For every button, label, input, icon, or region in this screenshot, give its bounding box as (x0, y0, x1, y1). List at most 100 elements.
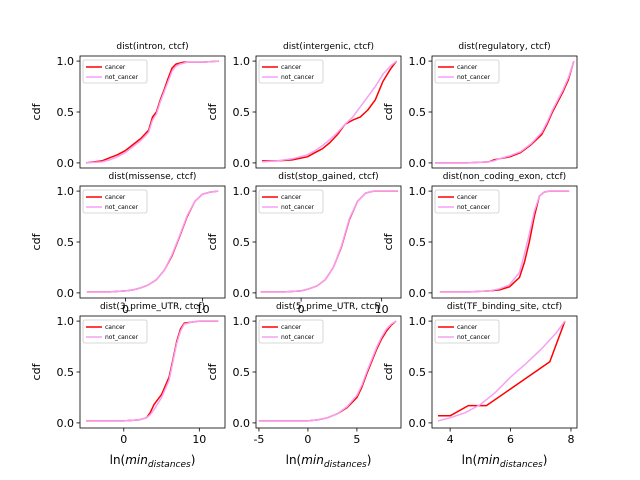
subplot-tf-binding-site: 0.0 0.5 1.0 4 6 8 dist(TF_binding_site, ctcf) c… (382, 302, 578, 470)
y-axis-label: cdf (382, 232, 395, 250)
legend-label-cancer: cancer (105, 64, 126, 71)
x-tick-label: 10 (375, 303, 389, 316)
x-tick-label: 6 (507, 433, 514, 446)
series-line-regulatory-not-cancer (435, 60, 575, 164)
y-tick-label: 0.0 (233, 417, 251, 430)
y-tick-label: 0.5 (409, 366, 427, 379)
subplot-title: dist(missense, ctcf) (109, 172, 197, 182)
legend: cancer not_cancer (82, 59, 148, 84)
y-axis-label: cdf (30, 232, 43, 250)
legend-label-not-cancer: not_cancer (105, 334, 139, 341)
subplot-non-coding-exon: 0.0 0.5 1.0 dist(non_coding_exon, ctcf) cdf c… (382, 172, 578, 300)
subplot-title: dist(TF_binding_site, ctcf) (447, 302, 562, 312)
y-tick-label: 0.5 (409, 236, 427, 249)
subplot-stop-gained: 0.0 0.5 1.0 0 10 dist(stop_gained, ctcf) cdf ca… (206, 172, 402, 316)
subplot-title: dist(intron, ctcf) (116, 42, 188, 52)
y-tick-label: 0.0 (57, 417, 75, 430)
y-tick-label: 1.0 (233, 185, 251, 198)
y-tick-label: 0.5 (233, 366, 251, 379)
legend-label-not-cancer: not_cancer (457, 334, 491, 341)
y-tick-label: 0.5 (57, 106, 75, 119)
y-tick-label: 1.0 (233, 315, 251, 328)
y-tick-label: 0.0 (57, 287, 75, 300)
y-tick-label: 1.0 (57, 55, 75, 68)
y-tick-label: 0.0 (57, 157, 75, 170)
x-axis-label: ln(mindistances) (462, 453, 548, 470)
legend-label-not-cancer: not_cancer (281, 204, 315, 211)
x-tick-label: 0 (122, 303, 129, 316)
y-tick-label: 0.0 (409, 287, 427, 300)
y-tick-label: 0.5 (233, 106, 251, 119)
legend-label-cancer: cancer (281, 194, 302, 201)
subplot-regulatory: 0.0 0.5 1.0 dist(regulatory, ctcf) cdf cancer… (382, 42, 578, 170)
y-tick-label: 0.5 (233, 236, 251, 249)
y-tick-label: 1.0 (233, 55, 251, 68)
legend-label-cancer: cancer (457, 64, 478, 71)
series-line-intron-not-cancer (86, 60, 219, 164)
y-tick-label: 1.0 (409, 315, 427, 328)
legend-label-cancer: cancer (457, 194, 478, 201)
x-axis-label: ln(mindistances) (110, 453, 196, 470)
y-tick-label: 1.0 (57, 185, 75, 198)
legend: cancer not_cancer (258, 319, 324, 344)
subplot-title: dist(3_prime_UTR, ctcf) (100, 302, 205, 312)
series-line-stop-gained-not-cancer (260, 190, 398, 293)
series-line-non-coding-exon-not-cancer (439, 190, 570, 293)
x-axis-label: ln(mindistances) (286, 453, 372, 470)
legend-label-not-cancer: not_cancer (105, 74, 139, 81)
y-tick-label: 0.0 (409, 417, 427, 430)
legend-label-not-cancer: not_cancer (457, 204, 491, 211)
subplot-intron: 0.0 0.5 1.0 dist(intron, ctcf) cdf cancer not_… (30, 42, 226, 170)
legend-label-cancer: cancer (105, 324, 126, 331)
y-tick-label: 0.0 (233, 287, 251, 300)
series-line-3-prime-utr-not-cancer (86, 320, 219, 422)
x-tick-label: 0 (120, 433, 127, 446)
y-axis-label: cdf (382, 102, 395, 120)
x-tick-label: 4 (447, 433, 454, 446)
y-tick-label: 0.5 (57, 366, 75, 379)
y-axis-label: cdf (30, 362, 43, 380)
y-tick-label: 1.0 (409, 185, 427, 198)
y-axis-label: cdf (30, 102, 43, 120)
legend: cancer not_cancer (82, 189, 148, 214)
y-axis-label: cdf (382, 362, 395, 380)
subplot-title: dist(regulatory, ctcf) (458, 42, 550, 52)
subplot-title: dist(5_prime_UTR, ctcf) (276, 302, 381, 312)
subplot-missense: 0.0 0.5 1.0 0 10 dist(missense, ctcf) cdf cance… (30, 172, 226, 316)
subplot-title: dist(stop_gained, ctcf) (278, 172, 378, 182)
y-tick-label: 0.5 (409, 106, 427, 119)
x-tick-label: 0 (298, 303, 305, 316)
y-tick-label: 0.0 (409, 157, 427, 170)
series-line-intergenic-not-cancer (261, 60, 397, 163)
legend-label-cancer: cancer (457, 324, 478, 331)
x-tick-label: 10 (196, 303, 210, 316)
subplot-5-prime-utr: 0.0 0.5 1.0 -5 0 5 dist(5_prime_UTR, ctcf) cdf l… (206, 302, 402, 470)
y-tick-label: 1.0 (409, 55, 427, 68)
legend-label-not-cancer: not_cancer (281, 74, 315, 81)
legend: cancer not_cancer (434, 189, 500, 214)
y-axis-label: cdf (206, 362, 219, 380)
legend: cancer not_cancer (434, 319, 500, 344)
x-tick-label: -5 (253, 433, 264, 446)
y-tick-label: 0.5 (57, 236, 75, 249)
legend: cancer not_cancer (258, 59, 324, 84)
series-line-missense-not-cancer (86, 190, 219, 293)
legend-label-not-cancer: not_cancer (457, 74, 491, 81)
subplot-title: dist(non_coding_exon, ctcf) (443, 172, 566, 182)
subplot-intergenic: 0.0 0.5 1.0 dist(intergenic, ctcf) cdf cancer… (206, 42, 402, 170)
y-tick-label: 1.0 (57, 315, 75, 328)
series-line-tf-binding-site-not-cancer (437, 320, 566, 422)
x-tick-label: 8 (567, 433, 574, 446)
legend-label-not-cancer: not_cancer (281, 334, 315, 341)
series-line-5-prime-utr-not-cancer (258, 320, 397, 422)
y-axis-label: cdf (206, 102, 219, 120)
y-axis-label: cdf (206, 232, 219, 250)
x-tick-label: 10 (192, 433, 206, 446)
y-tick-label: 0.0 (233, 157, 251, 170)
legend-label-cancer: cancer (281, 324, 302, 331)
legend-label-cancer: cancer (281, 64, 302, 71)
legend: cancer not_cancer (82, 319, 148, 344)
